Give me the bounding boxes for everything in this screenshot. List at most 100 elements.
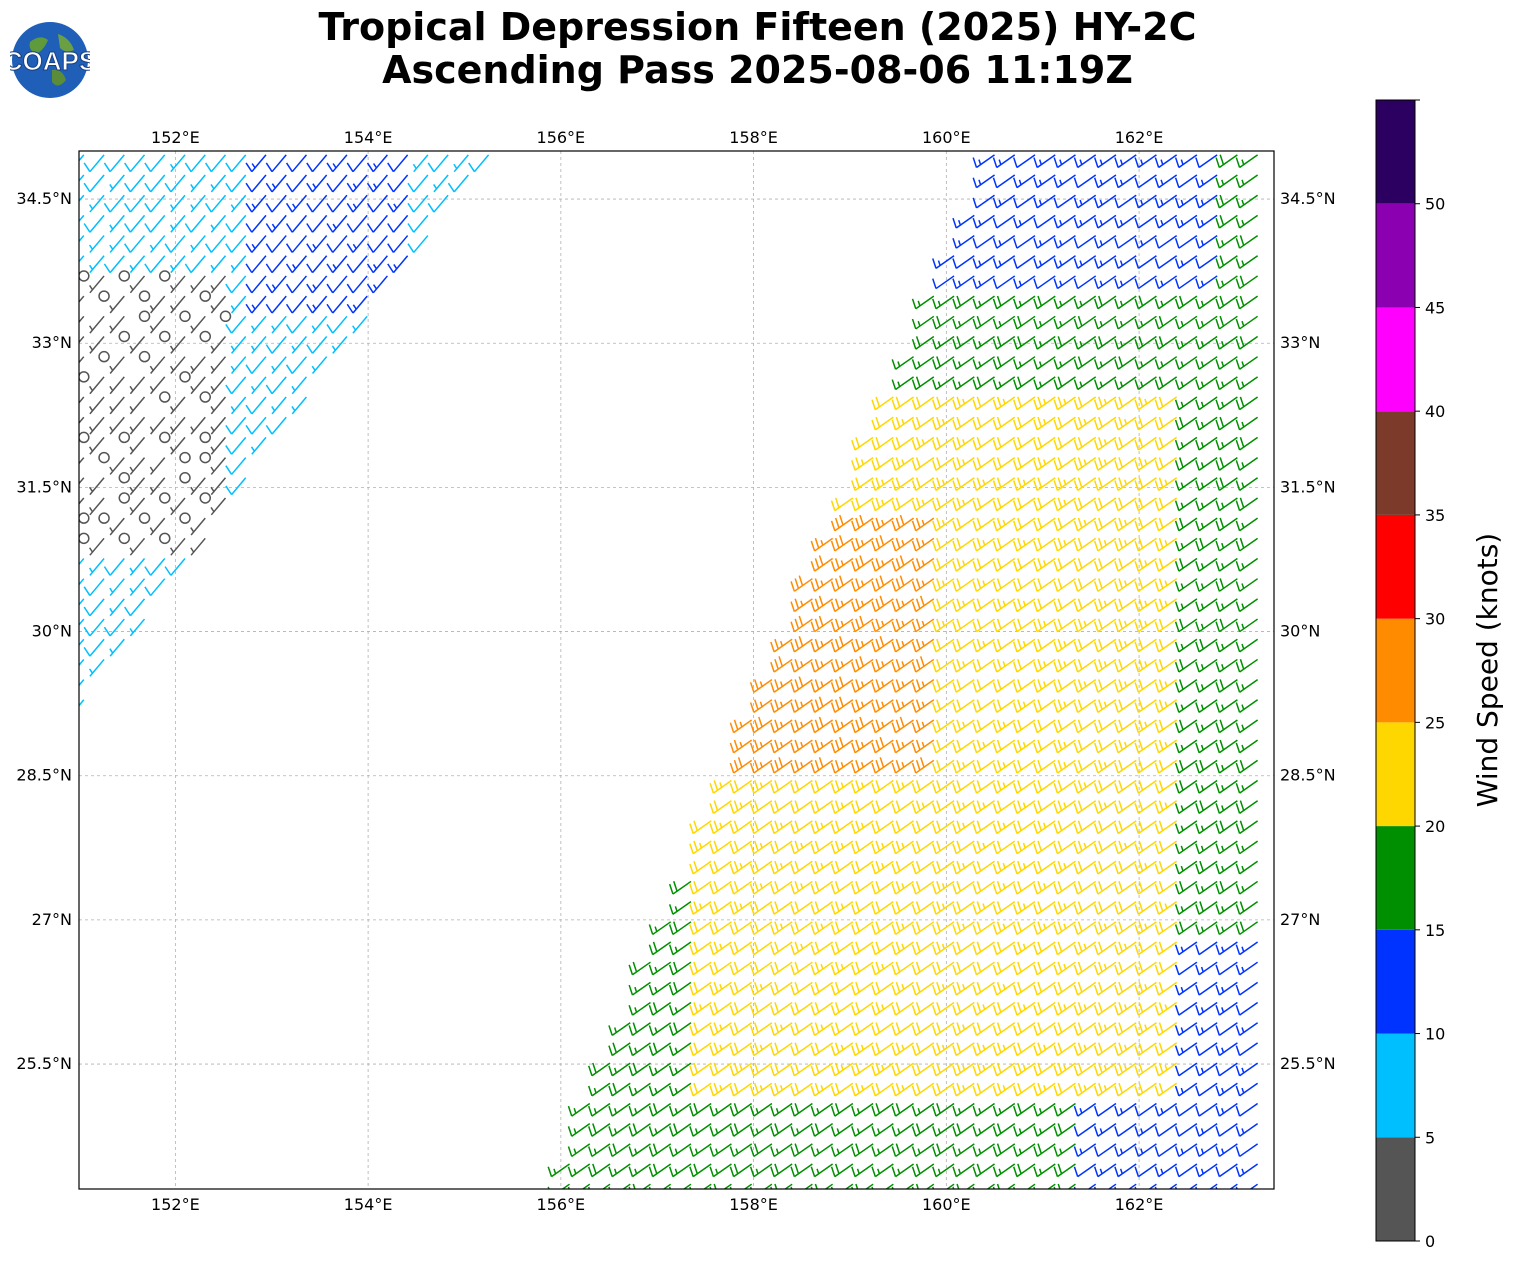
wind-barb [911,719,935,734]
wind-barb [1154,255,1178,269]
wind-barb [790,840,813,855]
wind-barb [1215,557,1238,572]
wind-barb [1235,1062,1259,1077]
wind-barb [1012,234,1036,249]
wind-barb [689,901,712,915]
wind-barb [810,1042,834,1057]
wind-barb [952,1163,975,1178]
wind-barb [138,310,151,323]
wind-barb [810,961,834,976]
wind-barb [952,557,975,572]
wind-barb [1093,1163,1117,1178]
wind-barb [103,618,125,637]
wind-barb [1235,1082,1259,1097]
wind-barb [245,154,267,173]
wind-barb [109,598,125,617]
wind-barb [109,517,125,536]
wind-barb [1174,315,1198,330]
wind-barb [103,194,125,213]
wind-barb [149,235,166,253]
wind-barb [1114,1143,1137,1158]
map-title: Tropical Depression Fifteen (2025) HY-2C… [180,6,1335,92]
wind-barb [749,678,773,693]
wind-barb [1235,961,1259,976]
wind-barb [204,154,227,173]
wind-barb [1215,1123,1238,1137]
wind-barb [1134,376,1157,391]
wind-barb [1235,537,1259,552]
wind-barb [891,759,915,774]
colorbar-tick-label: 30 [1425,610,1445,629]
wind-barb [1215,477,1238,492]
wind-barb [1033,840,1056,855]
wind-barb [932,880,955,895]
wind-barb [1154,1082,1178,1097]
wind-barb [972,255,995,269]
wind-barb [1215,537,1238,552]
wind-barb [1195,860,1218,875]
wind-barb [992,578,1016,592]
wind-barb [1174,1022,1198,1036]
wind-barb [1073,638,1097,653]
wind-barb [1134,497,1157,512]
wind-barb [972,214,995,229]
wind-barb [830,981,854,996]
wind-barb [124,154,146,173]
wind-barb [79,336,85,344]
wind-barb [749,759,773,774]
wind-barb [1195,598,1218,613]
wind-barb [407,194,429,213]
wind-barb [668,1143,692,1158]
wind-barb [790,860,813,875]
wind-barb [992,739,1016,754]
wind-barb [1154,820,1178,835]
wind-barb [1033,315,1056,330]
wind-barb [1114,356,1137,370]
wind-barb [668,921,692,936]
wind-barb [326,295,348,314]
wind-barb [851,1143,874,1158]
wind-barb [911,638,935,653]
wind-barb [210,174,227,193]
colorbar-tick-label: 45 [1425,298,1445,317]
wind-barb [932,618,955,633]
wind-barb [972,1123,995,1137]
wind-barb [851,497,874,512]
wind-barb [952,517,975,532]
wind-barb [972,557,995,572]
wind-barb [1154,1143,1178,1158]
wind-barb [749,820,773,835]
lon-tick-label-bottom: 154°E [344,1195,393,1214]
wind-barb [851,961,874,976]
wind-barb [79,578,85,586]
wind-barb [810,716,834,734]
wind-barb [770,1102,793,1117]
wind-barb [992,376,1016,391]
wind-barb [1073,275,1097,290]
wind-barb [88,376,105,395]
wind-barb [1134,1001,1157,1016]
wind-barb [729,1143,753,1158]
colorbar-bin [1376,826,1415,930]
wind-barb [830,658,854,673]
wind-barb [810,840,834,855]
wind-barb [1033,820,1056,835]
wind-barb [1235,497,1259,512]
wind-barb [729,981,753,996]
wind-barb [109,295,125,314]
wind-barb [1174,981,1198,996]
wind-barb [1215,396,1238,411]
wind-barb [1012,1022,1036,1036]
wind-barb [1073,1022,1097,1036]
wind-barb [1134,396,1157,411]
wind-barb [770,779,793,794]
wind-barb [770,941,793,956]
wind-barb [911,376,935,391]
wind-barb [346,235,368,253]
wind-barb [1093,860,1117,875]
wind-barb [1195,154,1218,169]
wind-barb [891,880,915,895]
wind-barb [871,1022,894,1036]
wind-barb [871,535,894,552]
wind-barb [911,1042,935,1057]
